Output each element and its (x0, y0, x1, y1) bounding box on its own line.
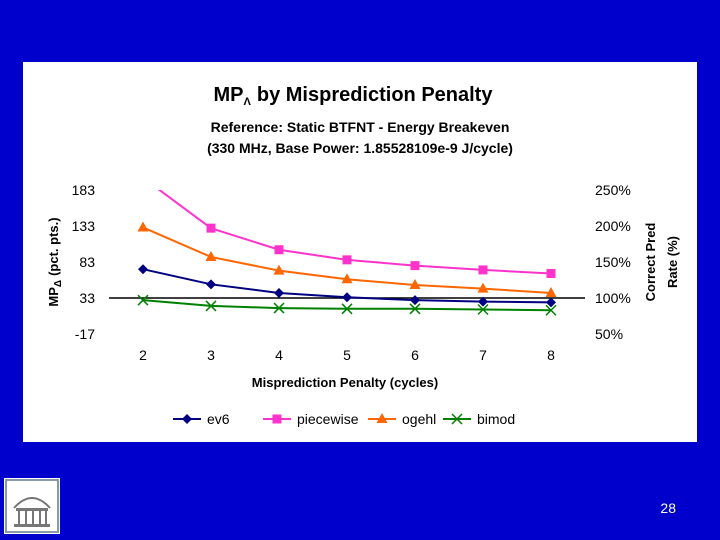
page-number: 28 (660, 500, 676, 516)
data-point-ogehl (205, 250, 217, 261)
data-point-ev6 (478, 296, 488, 307)
series-piecewise (157, 190, 556, 279)
x-tick-label: 5 (343, 347, 351, 363)
y2-tick-label: 100% (595, 290, 631, 306)
marker-stroke (273, 302, 285, 314)
x-tick-label: 6 (411, 347, 419, 363)
marker-stroke (409, 303, 421, 315)
data-point-ev6 (546, 297, 556, 308)
legend-marker-bimod (451, 413, 463, 425)
marker-stroke (137, 294, 149, 306)
marker-stroke (545, 304, 557, 316)
data-point-ogehl (409, 279, 421, 290)
x-tick-label: 4 (275, 347, 283, 363)
legend-marker-ogehl (376, 413, 388, 423)
ylabel-symbol: Δ (53, 280, 64, 287)
data-point-ev6 (342, 292, 352, 303)
chart-title: MPΛ by Misprediction Penalty (214, 84, 494, 108)
data-point-bimod (205, 300, 217, 312)
data-point-piecewise (546, 269, 556, 279)
y2-axis-label-line1: Correct Pred (643, 223, 658, 302)
legend-label-ogehl: ogehl (402, 411, 436, 427)
x-tick-label: 8 (547, 347, 555, 363)
data-point-piecewise (410, 261, 420, 271)
y2-tick-label: 150% (595, 254, 631, 270)
y-axis-label: MPΔ (pct. pts.) (46, 217, 64, 306)
x-axis-label: Misprediction Penalty (cycles) (252, 375, 438, 390)
y-tick-label: 83 (79, 254, 95, 270)
y2-tick-label: 200% (595, 218, 631, 234)
y-tick-label: 33 (79, 290, 95, 306)
data-point-ogehl (273, 264, 285, 275)
x-tick-label: 7 (479, 347, 487, 363)
y2-tick-label: 50% (595, 326, 623, 342)
y-tick-label: 133 (72, 218, 96, 234)
chart-panel: MPΛ by Misprediction Penalty Reference: S… (23, 62, 697, 442)
plot-area: 183 250% 133 200% 83 150% 33 100% -17 50% 2 3 4 5 6 7 8 (72, 182, 631, 363)
data-point-ogehl (137, 221, 149, 232)
title-symbol: Λ (244, 96, 252, 108)
data-point-piecewise (478, 265, 488, 275)
data-point-bimod (137, 294, 149, 306)
x-tick-label: 2 (139, 347, 147, 363)
data-point-piecewise (342, 255, 352, 265)
data-point-ev6 (206, 279, 216, 290)
data-point-ogehl (341, 273, 353, 284)
chart-subtitle-line2: (330 MHz, Base Power: 1.85528109e-9 J/cy… (207, 140, 513, 156)
data-point-ogehl (545, 286, 557, 297)
legend-marker-piecewise (272, 414, 282, 424)
marker-stroke (451, 413, 463, 425)
series-ogehl (137, 221, 557, 297)
data-point-bimod (545, 304, 557, 316)
title-prefix: MP (214, 84, 244, 106)
data-point-piecewise (206, 223, 216, 233)
legend-marker-ev6 (182, 414, 192, 424)
y2-axis-label-line2: Rate (%) (665, 236, 680, 288)
legend-label-bimod: bimod (477, 411, 515, 427)
data-point-bimod (341, 303, 353, 315)
marker-stroke (205, 300, 217, 312)
ylabel-prefix: MP (46, 287, 61, 307)
legend: ev6 piecewise ogehl bimod (173, 411, 515, 427)
data-point-ogehl (477, 282, 489, 293)
data-point-ev6 (274, 287, 284, 298)
x-tick-label: 3 (207, 347, 215, 363)
series-bimod (137, 294, 557, 316)
marker-stroke (341, 303, 353, 315)
data-point-bimod (477, 303, 489, 316)
y-tick-label: 183 (72, 182, 96, 198)
legend-label-piecewise: piecewise (297, 411, 359, 427)
data-point-piecewise (274, 245, 284, 255)
ylabel-suffix: (pct. pts.) (46, 217, 61, 276)
chart: MPΛ by Misprediction Penalty Reference: S… (46, 84, 680, 427)
rotunda-logo-icon (5, 479, 59, 533)
y2-tick-label: 250% (595, 182, 631, 198)
university-logo (4, 478, 60, 534)
y-tick-label: -17 (75, 326, 95, 342)
chart-subtitle-line1: Reference: Static BTFNT - Energy Breakev… (211, 119, 510, 135)
marker-stroke (477, 303, 489, 316)
data-point-bimod (409, 303, 421, 315)
data-point-bimod (273, 302, 285, 314)
legend-label-ev6: ev6 (207, 411, 230, 427)
data-point-ev6 (138, 264, 148, 275)
title-suffix: by Misprediction Penalty (257, 84, 493, 106)
data-point-ev6 (410, 295, 420, 306)
series-ev6 (138, 264, 556, 308)
